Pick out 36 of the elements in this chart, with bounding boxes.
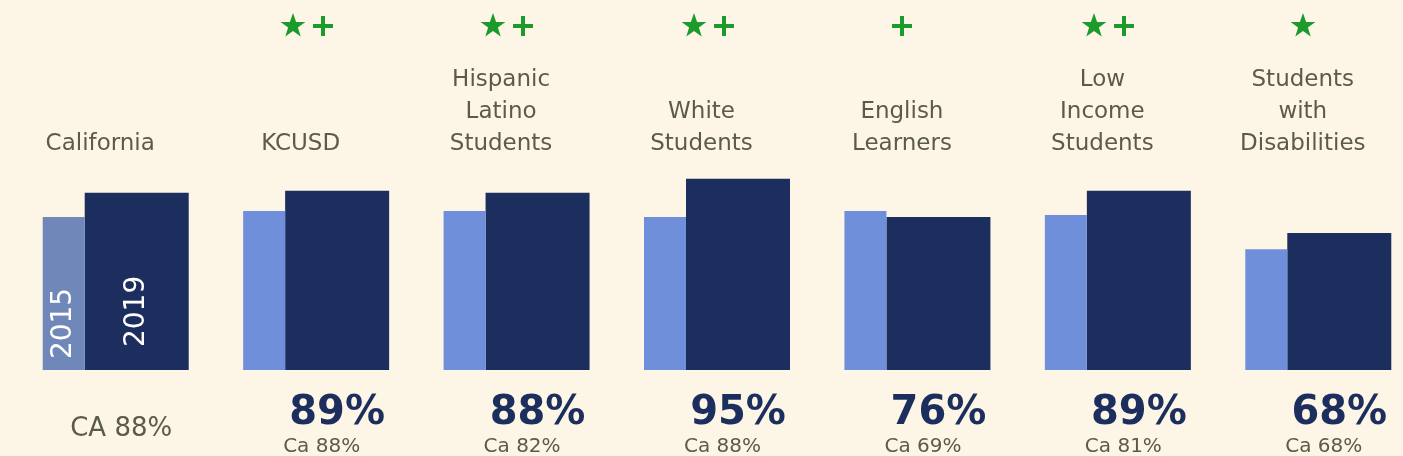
bar	[686, 178, 790, 370]
data-label: 89%	[289, 387, 386, 433]
text: Ca 88%	[683, 433, 762, 456]
data-label: 76%	[890, 387, 987, 433]
x-tick-label: English Learners	[851, 97, 952, 156]
bar	[243, 210, 286, 370]
x-tick-label: White Students	[650, 97, 753, 156]
bar	[485, 192, 590, 370]
text: Ca 68%	[1285, 433, 1363, 456]
x-tick-label: Low Income Students	[1051, 65, 1154, 156]
bar	[1044, 214, 1087, 370]
bar	[1287, 233, 1392, 370]
bar	[644, 216, 686, 370]
data-label: 68%	[1291, 387, 1388, 433]
series-label: 2015	[45, 287, 78, 360]
data-label: 88%	[489, 387, 586, 433]
series-label: 2019	[118, 275, 151, 348]
bar	[84, 192, 189, 370]
bar	[886, 216, 991, 370]
x-tick-label: KCUSD	[261, 129, 341, 156]
data-label: 95%	[690, 387, 786, 433]
text: Ca 69%	[884, 433, 962, 456]
x-tick-label: California	[45, 129, 155, 156]
text: Ca 81%	[1084, 433, 1162, 456]
bar	[443, 210, 486, 370]
bar	[1245, 249, 1288, 370]
bar	[285, 190, 390, 370]
text: CA 88%	[70, 412, 173, 442]
text: Ca 88%	[283, 433, 361, 456]
x-tick-label: Students with Disabilities	[1240, 65, 1366, 156]
text: Ca 82%	[483, 433, 561, 456]
bar	[1086, 190, 1191, 370]
data-label: 89%	[1090, 387, 1187, 433]
x-tick-label: Hispanic Latino Students	[449, 65, 553, 156]
bar	[844, 210, 887, 370]
bar	[42, 216, 85, 370]
